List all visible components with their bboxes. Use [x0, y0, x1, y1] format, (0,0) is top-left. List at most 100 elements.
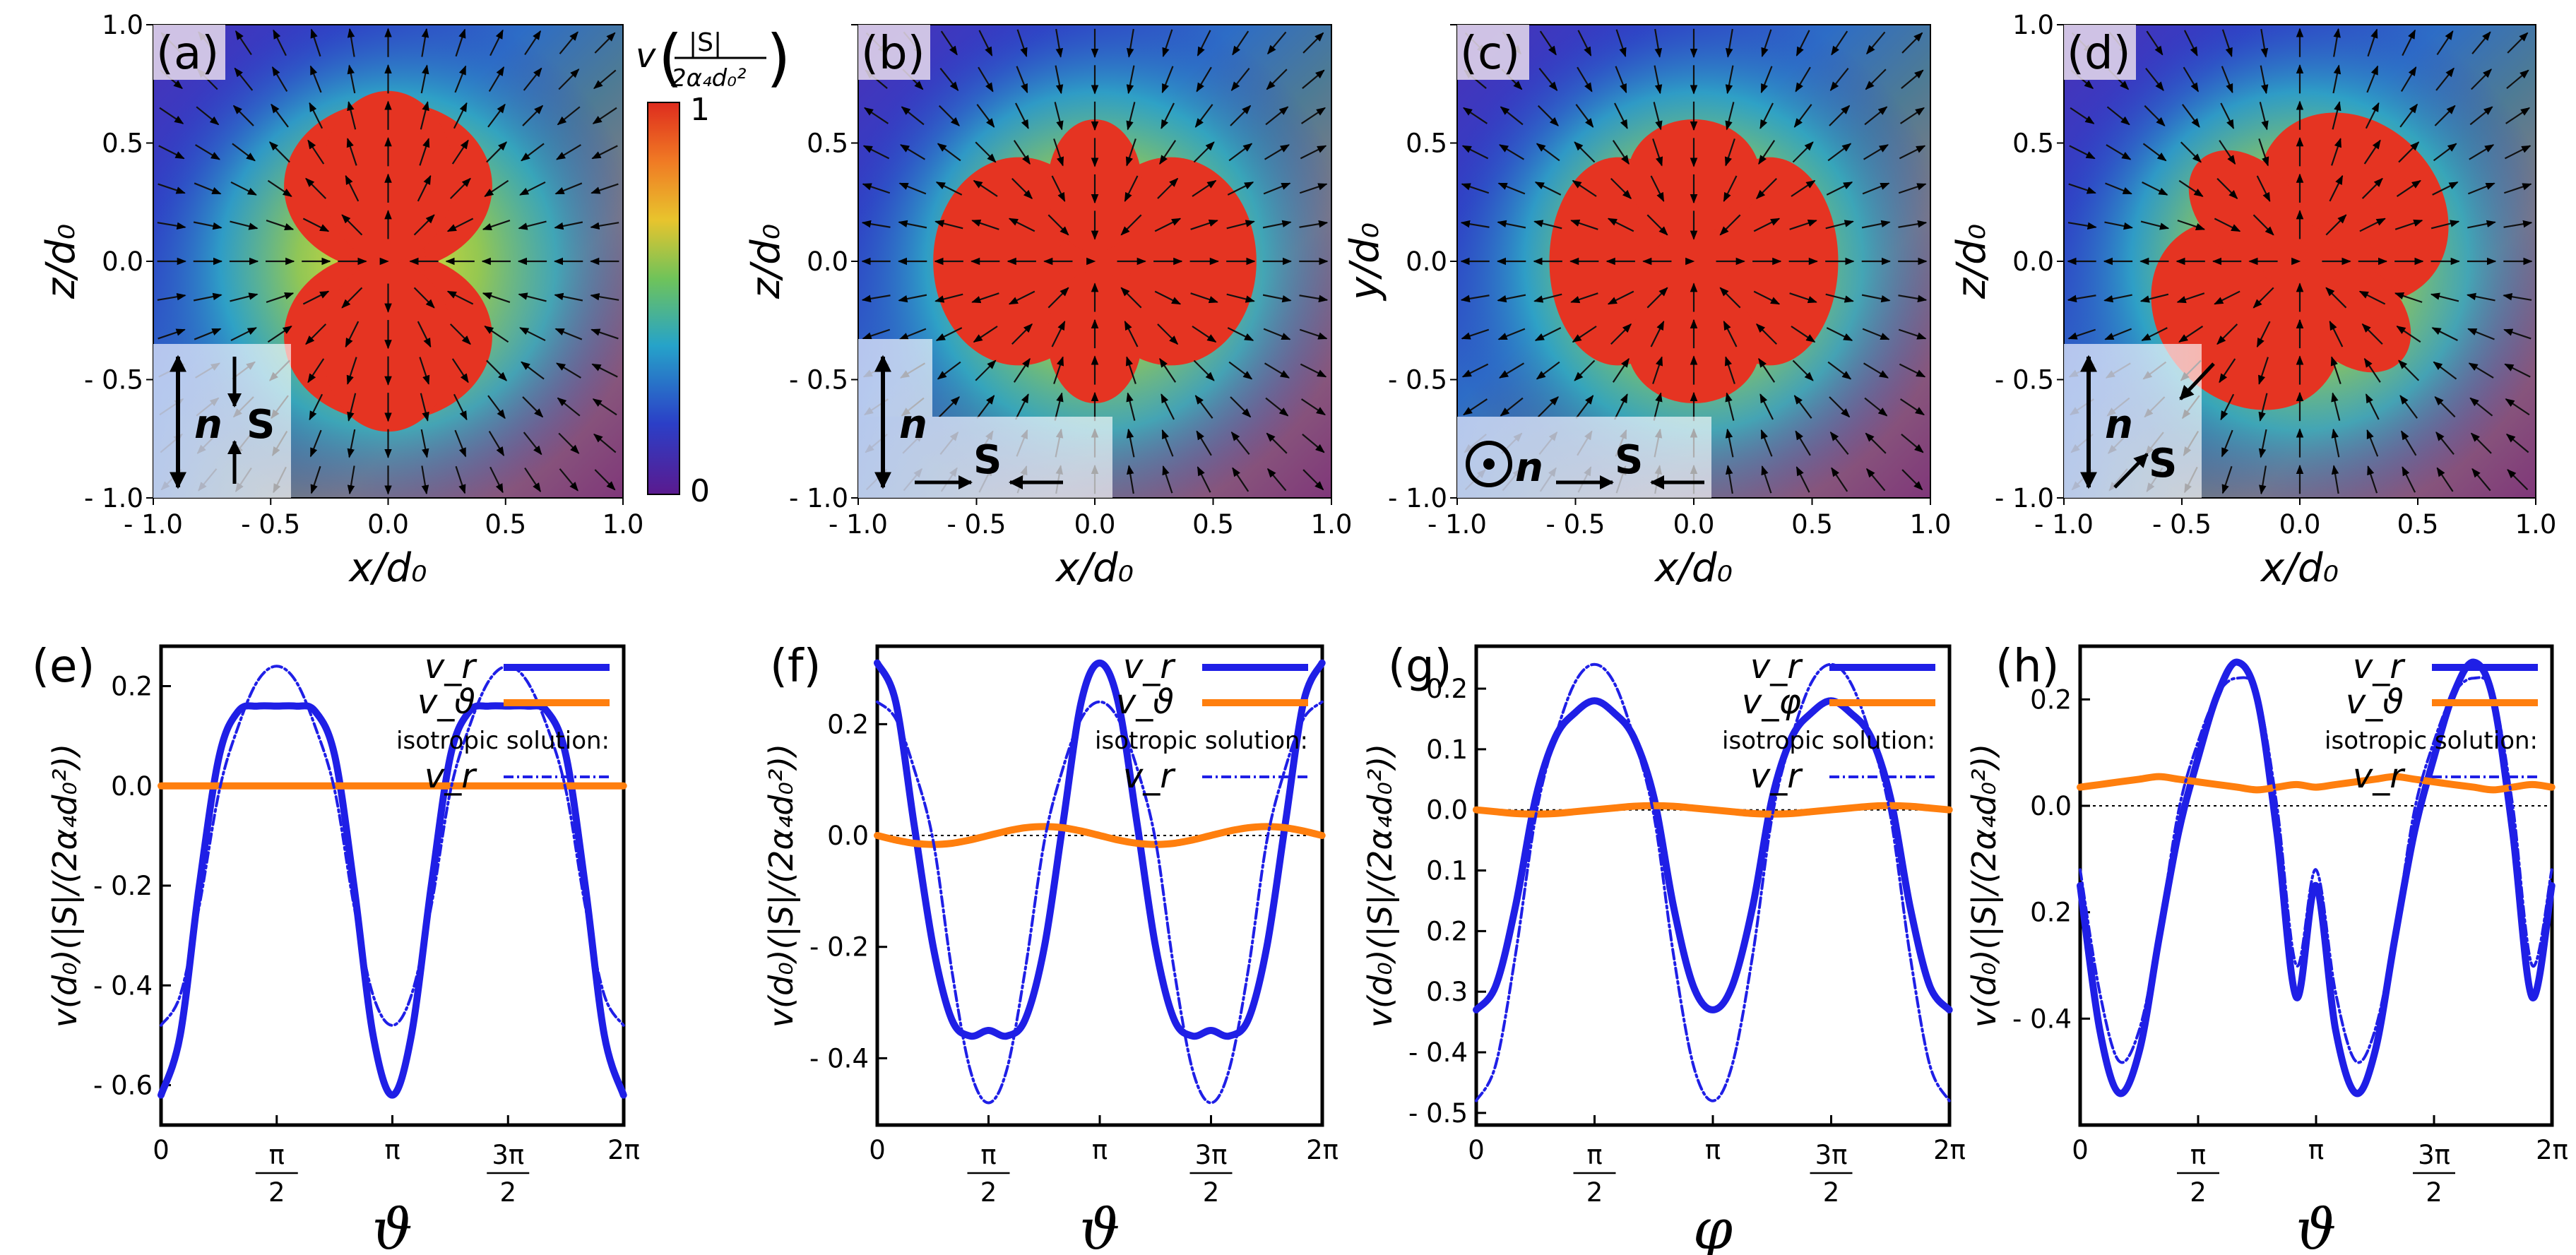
legend-label: v_ϑ: [417, 682, 475, 722]
flow-arrow: [2402, 466, 2416, 493]
flow-arrow: [518, 220, 547, 230]
map-flow-arrows: [157, 28, 619, 495]
flow-arrow: [234, 67, 254, 91]
flow-arrow: [2220, 102, 2235, 129]
flow-arrow: [1190, 292, 1218, 304]
flow-arrow: [484, 179, 509, 197]
y-tick-label: - 0.5: [789, 365, 848, 395]
y-tick-label: - 0.2: [809, 932, 869, 963]
flow-arrow: [271, 66, 288, 93]
flow-arrow: [898, 294, 927, 303]
flow-arrow: [519, 181, 546, 196]
flow-arrow: [2221, 66, 2233, 94]
flow-arrow: [2068, 183, 2096, 194]
y-tick-label: - 1.0: [84, 483, 143, 513]
flow-arrow: [2142, 181, 2168, 196]
colorbar-label-den: 2α₄d₀²: [671, 64, 747, 93]
y-axis-label: z/d₀: [743, 224, 789, 299]
flow-arrow: [522, 105, 544, 126]
flow-arrow: [1226, 220, 1255, 230]
flow-arrow: [302, 218, 330, 232]
flow-arrow: [2402, 29, 2416, 56]
colorbar-min-label: 0: [690, 473, 710, 509]
n-out-of-plane-dot: [1483, 458, 1495, 470]
flow-arrow: [1761, 465, 1772, 494]
flow-arrow: [2367, 465, 2378, 494]
plot-frame: [1474, 644, 1952, 1127]
flow-arrow: [975, 359, 997, 381]
flow-arrow: [302, 290, 330, 305]
flow-arrow: [1725, 428, 1734, 458]
flow-arrow: [1267, 31, 1287, 55]
flow-arrow: [1607, 218, 1634, 232]
panel-label-bg: [858, 25, 930, 80]
y-tick-label: 0.0: [2030, 791, 2072, 821]
flow-arrow: [973, 326, 998, 343]
flow-arrow: [194, 328, 222, 340]
flow-arrow: [1652, 356, 1663, 384]
flow-arrow: [2396, 326, 2421, 343]
flow-arrow: [1159, 357, 1177, 383]
flow-arrow: [2504, 363, 2531, 378]
flow-arrow: [2399, 103, 2418, 128]
x-tick-label-num: π: [269, 1140, 285, 1170]
map-ticks: - 1.0 - 0.5 0.0 0.5 1.0 0.5 0.0 - 0.5 - 1.0: [789, 24, 1352, 540]
flow-arrow: [273, 29, 287, 56]
flow-arrow: [558, 432, 580, 454]
flow-arrow: [157, 292, 186, 301]
flow-arrow: [1612, 357, 1630, 383]
x-tick-label-num: π: [2190, 1140, 2206, 1170]
flow-arrow: [1230, 432, 1250, 455]
flow-arrow: [2332, 64, 2341, 94]
flow-arrow: [484, 326, 509, 343]
flow-arrow: [1826, 327, 1853, 342]
flow-arrow: [1161, 393, 1175, 420]
flow-arrow: [521, 143, 545, 162]
flow-arrow: [1500, 106, 1524, 126]
flow-arrow: [420, 64, 429, 94]
flow-arrow: [1300, 398, 1326, 416]
flow-arrow: [1190, 219, 1218, 230]
map-ticks: - 1.0 - 0.5 0.0 0.5 1.0 1.0 0.5 0.0 - 0.5 - 1.0: [1995, 10, 2556, 540]
flow-arrow: [341, 214, 363, 236]
map-ticks: - 1.0 - 0.5 0.0 0.5 1.0 0.5 0.0 - 0.5 - 1.0: [1388, 24, 1951, 540]
map-panel-3: (d)nS- 1.0- 0.5 0.0 0.5 1.01.00.50.0- 0.5- …: [1949, 10, 2556, 591]
x-axis-label: x/d₀: [348, 545, 427, 591]
flow-arrow: [2181, 104, 2200, 128]
flow-arrow: [2259, 102, 2269, 131]
flow-arrow: [1538, 68, 1558, 91]
flow-arrow: [1534, 181, 1562, 196]
flow-arrow: [1055, 65, 1064, 95]
y-tick-label: - 0.5: [1995, 365, 2054, 395]
flow-arrow: [2106, 144, 2132, 160]
flow-arrow: [307, 139, 325, 165]
x-tick-label: - 0.5: [947, 509, 1007, 540]
legend-heading: isotropic solution:: [1722, 727, 1935, 755]
flow-arrow: [937, 143, 961, 162]
flow-arrow: [556, 362, 581, 379]
y-tick-label: 0.2: [1426, 674, 1468, 704]
y-tick-label: - 1.0: [789, 483, 848, 513]
flow-arrow: [1154, 218, 1182, 232]
x-tick-label: π: [1092, 1135, 1108, 1165]
flow-arrow: [590, 183, 619, 194]
flow-arrow: [1574, 141, 1596, 163]
flow-arrow: [1499, 144, 1525, 160]
flow-arrow: [1262, 294, 1292, 303]
flow-arrow: [1499, 362, 1525, 379]
flow-arrow: [2216, 323, 2238, 345]
flow-arrow: [938, 396, 960, 418]
flow-arrow: [2503, 183, 2532, 194]
flow-arrow: [937, 361, 961, 380]
flow-arrow: [2258, 393, 2268, 422]
legend-label: v_r: [1123, 647, 1176, 686]
flow-arrow: [1055, 28, 1064, 58]
y-axis-label: v(d₀)(|S|/(2α₄d₀²)): [762, 744, 801, 1028]
flow-arrow: [2221, 29, 2233, 58]
flow-arrow: [310, 465, 321, 494]
flow-arrow: [1719, 214, 1741, 236]
flow-arrow: [1536, 143, 1560, 162]
flow-arrow: [2505, 434, 2529, 453]
flow-arrow: [1862, 328, 1890, 340]
